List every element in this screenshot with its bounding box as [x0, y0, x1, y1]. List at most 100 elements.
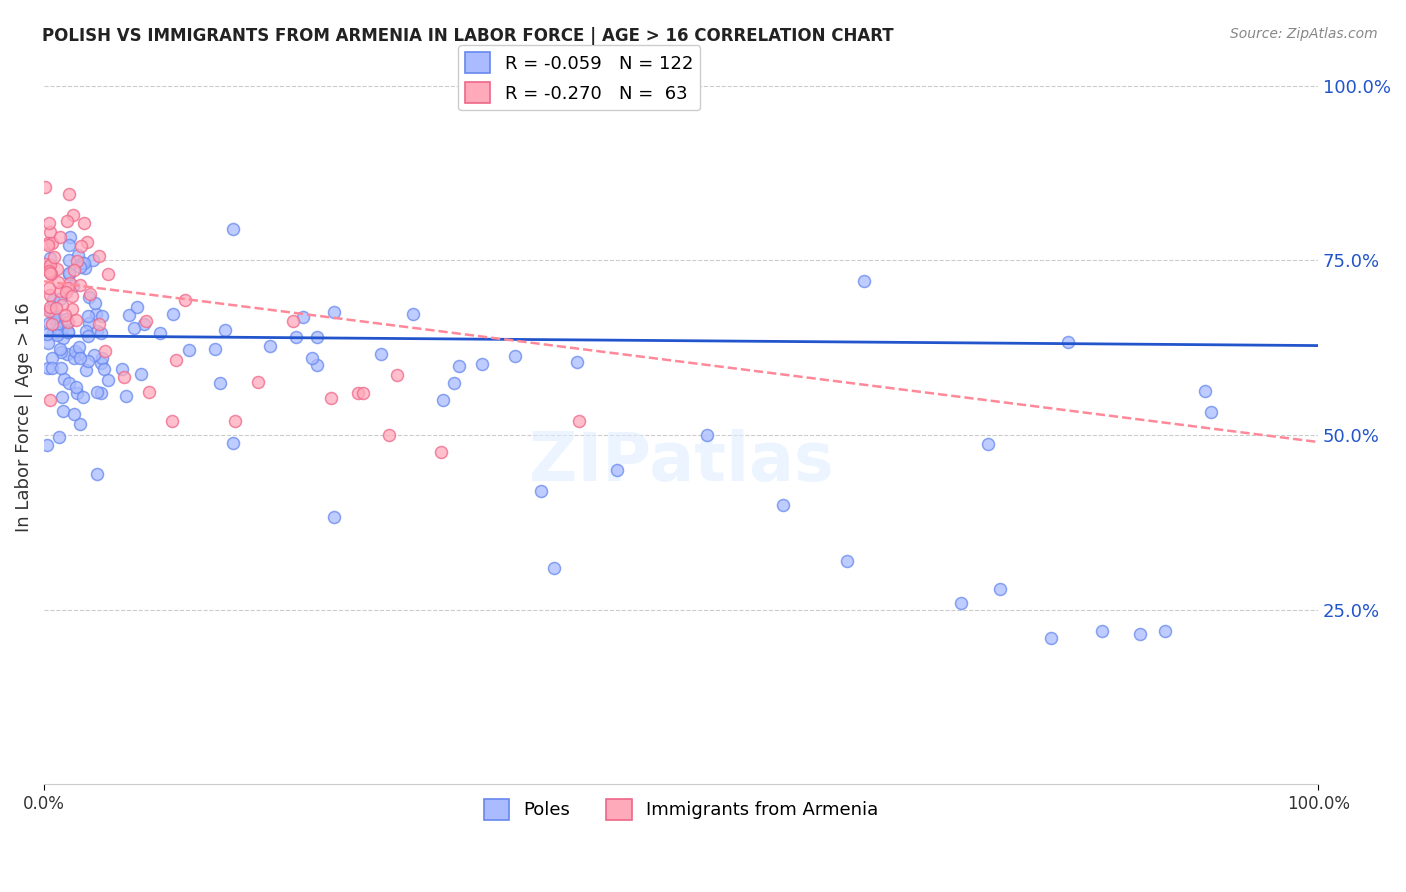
Point — [94, 343, 117, 358]
Point — [38, 259, 60, 273]
Point — [46, 275, 69, 289]
Point — [58, 237, 80, 252]
Point — [34, 180, 56, 194]
Point — [430, 444, 453, 458]
Point — [37, 335, 59, 350]
Point — [301, 351, 323, 366]
Point — [48, 292, 70, 306]
Point — [90, 326, 112, 340]
Point — [530, 483, 553, 498]
Point — [568, 414, 591, 428]
Point — [72, 390, 94, 404]
Point — [35, 326, 58, 341]
Point — [41, 317, 63, 331]
Point — [1057, 334, 1080, 349]
Point — [87, 318, 110, 332]
Point — [174, 293, 197, 307]
Point — [58, 252, 80, 267]
Point — [62, 263, 84, 277]
Point — [56, 326, 79, 340]
Point — [45, 310, 67, 324]
Point — [378, 428, 401, 442]
Point — [82, 253, 104, 268]
Point — [75, 324, 97, 338]
Text: Source: ZipAtlas.com: Source: ZipAtlas.com — [1230, 27, 1378, 41]
Point — [45, 301, 67, 316]
Point — [93, 362, 115, 376]
Point — [443, 376, 465, 391]
Point — [76, 329, 98, 343]
Point — [83, 348, 105, 362]
Point — [322, 510, 344, 524]
Point — [37, 360, 59, 375]
Point — [42, 326, 65, 340]
Point — [291, 310, 314, 324]
Point — [138, 384, 160, 399]
Point — [35, 438, 58, 452]
Point — [45, 262, 67, 277]
Point — [34, 256, 56, 270]
Point — [51, 360, 73, 375]
Point — [59, 229, 82, 244]
Point — [129, 367, 152, 381]
Point — [41, 236, 63, 251]
Point — [1090, 624, 1112, 638]
Point — [69, 260, 91, 274]
Point — [284, 329, 307, 343]
Point — [51, 390, 73, 404]
Point — [115, 389, 138, 403]
Text: ZIPatlas: ZIPatlas — [529, 428, 834, 494]
Text: POLISH VS IMMIGRANTS FROM ARMENIA IN LABOR FORCE | AGE > 16 CORRELATION CHART: POLISH VS IMMIGRANTS FROM ARMENIA IN LAB… — [42, 27, 894, 45]
Point — [76, 309, 98, 323]
Point — [165, 352, 187, 367]
Point — [1154, 624, 1177, 638]
Point — [385, 368, 408, 383]
Point — [432, 392, 454, 407]
Point — [38, 266, 60, 280]
Point — [53, 372, 76, 386]
Point — [70, 255, 93, 269]
Point — [63, 351, 86, 366]
Point — [38, 302, 60, 317]
Point — [38, 281, 60, 295]
Point — [1194, 384, 1216, 399]
Point — [55, 347, 77, 361]
Point — [41, 351, 63, 365]
Point — [471, 358, 494, 372]
Point — [86, 324, 108, 338]
Point — [370, 347, 392, 361]
Point — [67, 340, 90, 354]
Point — [950, 596, 973, 610]
Point — [58, 266, 80, 280]
Point — [48, 430, 70, 444]
Point — [1199, 405, 1222, 419]
Point — [1129, 627, 1152, 641]
Point — [75, 260, 97, 275]
Point — [73, 256, 96, 270]
Point — [69, 351, 91, 366]
Point — [112, 370, 135, 384]
Point — [52, 404, 75, 418]
Point — [977, 437, 1000, 451]
Point — [835, 554, 858, 568]
Point — [224, 414, 246, 428]
Point — [86, 384, 108, 399]
Legend: Poles, Immigrants from Armenia: Poles, Immigrants from Armenia — [477, 791, 886, 827]
Point — [87, 249, 110, 263]
Point — [39, 300, 62, 314]
Point — [55, 311, 77, 326]
Point — [86, 467, 108, 482]
Point — [543, 561, 565, 575]
Point — [39, 258, 62, 272]
Point — [214, 323, 236, 337]
Point — [62, 208, 84, 222]
Point — [122, 321, 145, 335]
Point — [77, 353, 100, 368]
Point — [91, 351, 114, 365]
Point — [38, 264, 60, 278]
Point — [56, 315, 79, 329]
Point — [76, 235, 98, 250]
Point — [402, 307, 425, 321]
Point — [39, 267, 62, 281]
Point — [97, 372, 120, 386]
